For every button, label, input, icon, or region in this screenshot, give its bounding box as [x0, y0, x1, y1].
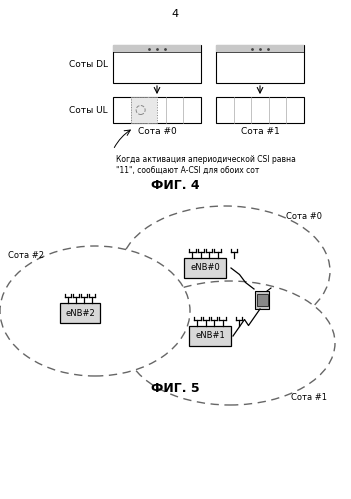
Ellipse shape	[0, 246, 190, 376]
Text: Сота #1: Сота #1	[291, 393, 327, 402]
Bar	[113, 45, 201, 52]
Text: Сота #2: Сота #2	[8, 251, 44, 260]
Text: 4: 4	[171, 9, 179, 19]
Bar	[216, 45, 304, 52]
Ellipse shape	[125, 281, 335, 405]
Text: Сота #1: Сота #1	[241, 127, 279, 136]
Bar	[216, 97, 304, 123]
Bar	[60, 303, 100, 323]
Text: Сота #0: Сота #0	[138, 127, 176, 136]
Text: ФИГ. 5: ФИГ. 5	[151, 382, 199, 395]
Bar	[113, 45, 201, 83]
Text: Соты UL: Соты UL	[69, 105, 108, 114]
Text: eNB#2: eNB#2	[65, 308, 95, 317]
Bar	[216, 45, 304, 83]
Text: Когда активация апериодической CSI равна
"11", сообщают A-CSI для обоих сот: Когда активация апериодической CSI равна…	[116, 155, 296, 174]
Text: ФИГ. 4: ФИГ. 4	[151, 179, 199, 192]
Text: eNB#1: eNB#1	[195, 331, 225, 340]
Bar	[255, 291, 269, 309]
Bar	[113, 97, 201, 123]
Bar	[189, 326, 231, 346]
Bar	[131, 97, 157, 123]
Bar	[257, 294, 267, 306]
Text: eNB#0: eNB#0	[190, 263, 220, 272]
Ellipse shape	[120, 206, 330, 336]
Text: Сота #0: Сота #0	[286, 212, 322, 221]
Text: Соты DL: Соты DL	[69, 59, 108, 68]
Bar	[184, 258, 226, 278]
